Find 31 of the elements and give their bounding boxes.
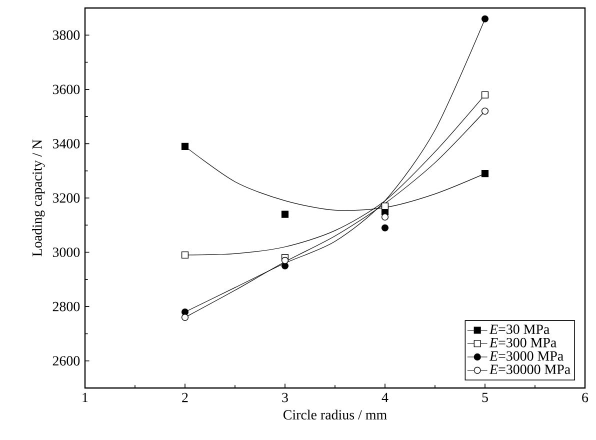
point — [381, 224, 389, 232]
y-axis-title: Loading capacity / N — [32, 140, 45, 256]
point — [481, 108, 489, 115]
point — [281, 210, 289, 218]
y-tick-label: 2800 — [52, 302, 80, 312]
point — [481, 170, 489, 178]
point — [181, 142, 189, 150]
legend-label: E=3000 MPa — [489, 351, 564, 361]
y-tick-label: 3000 — [52, 248, 80, 257]
y-tick-label: 3600 — [52, 84, 80, 94]
legend-label: E=300 MPa — [489, 338, 556, 348]
legend-label: E=30000 MPa — [489, 364, 570, 374]
y-tick-label: 3200 — [52, 193, 80, 203]
point — [181, 251, 189, 259]
legend-label: E=30 MPa — [489, 324, 550, 334]
x-tick-label: 2 — [182, 392, 188, 402]
x-tick-label: 3 — [282, 392, 288, 402]
x-tick-label: 4 — [382, 392, 388, 402]
point — [481, 91, 489, 98]
point — [481, 15, 489, 22]
point — [381, 213, 389, 221]
point — [281, 256, 289, 264]
y-tick-label: 3800 — [52, 30, 80, 40]
x-tick-label: 5 — [482, 392, 488, 402]
x-tick-label: 1 — [82, 392, 88, 402]
y-tick-label: 3400 — [52, 139, 80, 148]
x-axis-title: Circle radius / mm — [283, 410, 387, 420]
point — [181, 314, 189, 321]
x-tick-label: 6 — [582, 392, 588, 402]
y-tick-label: 2600 — [52, 356, 80, 366]
point — [381, 202, 389, 210]
